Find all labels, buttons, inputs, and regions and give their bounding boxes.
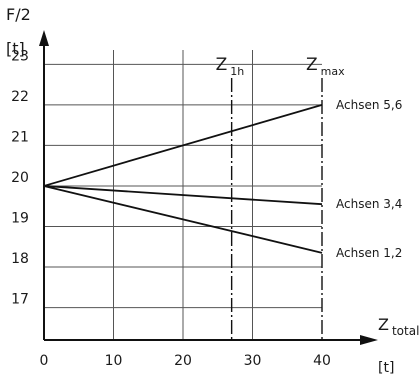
series-label-3: Achsen 1,2	[336, 246, 402, 260]
x-tick-label-20: 20	[174, 353, 192, 369]
y-axis-arrow	[39, 30, 49, 46]
marker-label-1h: Z 1h	[216, 55, 245, 78]
x-axis-label-sub: total	[392, 324, 419, 338]
series-label-2: Achsen 3,4	[336, 197, 402, 211]
y-axis-label: F/2	[6, 5, 31, 24]
y-tick-label-19: 19	[11, 210, 29, 226]
marker-label-sub-1h: 1h	[230, 65, 244, 78]
y-axis-unit: [t]	[6, 39, 25, 58]
series-labels: Achsen 5,6 Achsen 3,4 Achsen 1,2	[336, 98, 402, 260]
y-tick-label-20: 20	[11, 170, 29, 186]
x-axis-unit: [t]	[378, 360, 394, 376]
y-tick-label-21: 21	[11, 129, 29, 145]
x-tick-label-30: 30	[244, 353, 262, 369]
series-label-1: Achsen 5,6	[336, 98, 402, 112]
y-tick-label-18: 18	[11, 251, 29, 267]
x-axis-arrow	[360, 335, 378, 345]
x-tick-label-0: 0	[40, 353, 49, 369]
x-axis-label-main: Z	[378, 315, 389, 334]
marker-label-sub-max: max	[321, 65, 345, 78]
y-tick-label-22: 22	[11, 89, 29, 105]
x-tick-label-10: 10	[105, 353, 123, 369]
x-tick-label-40: 40	[313, 353, 331, 369]
y-tick-label-17: 17	[11, 292, 29, 308]
